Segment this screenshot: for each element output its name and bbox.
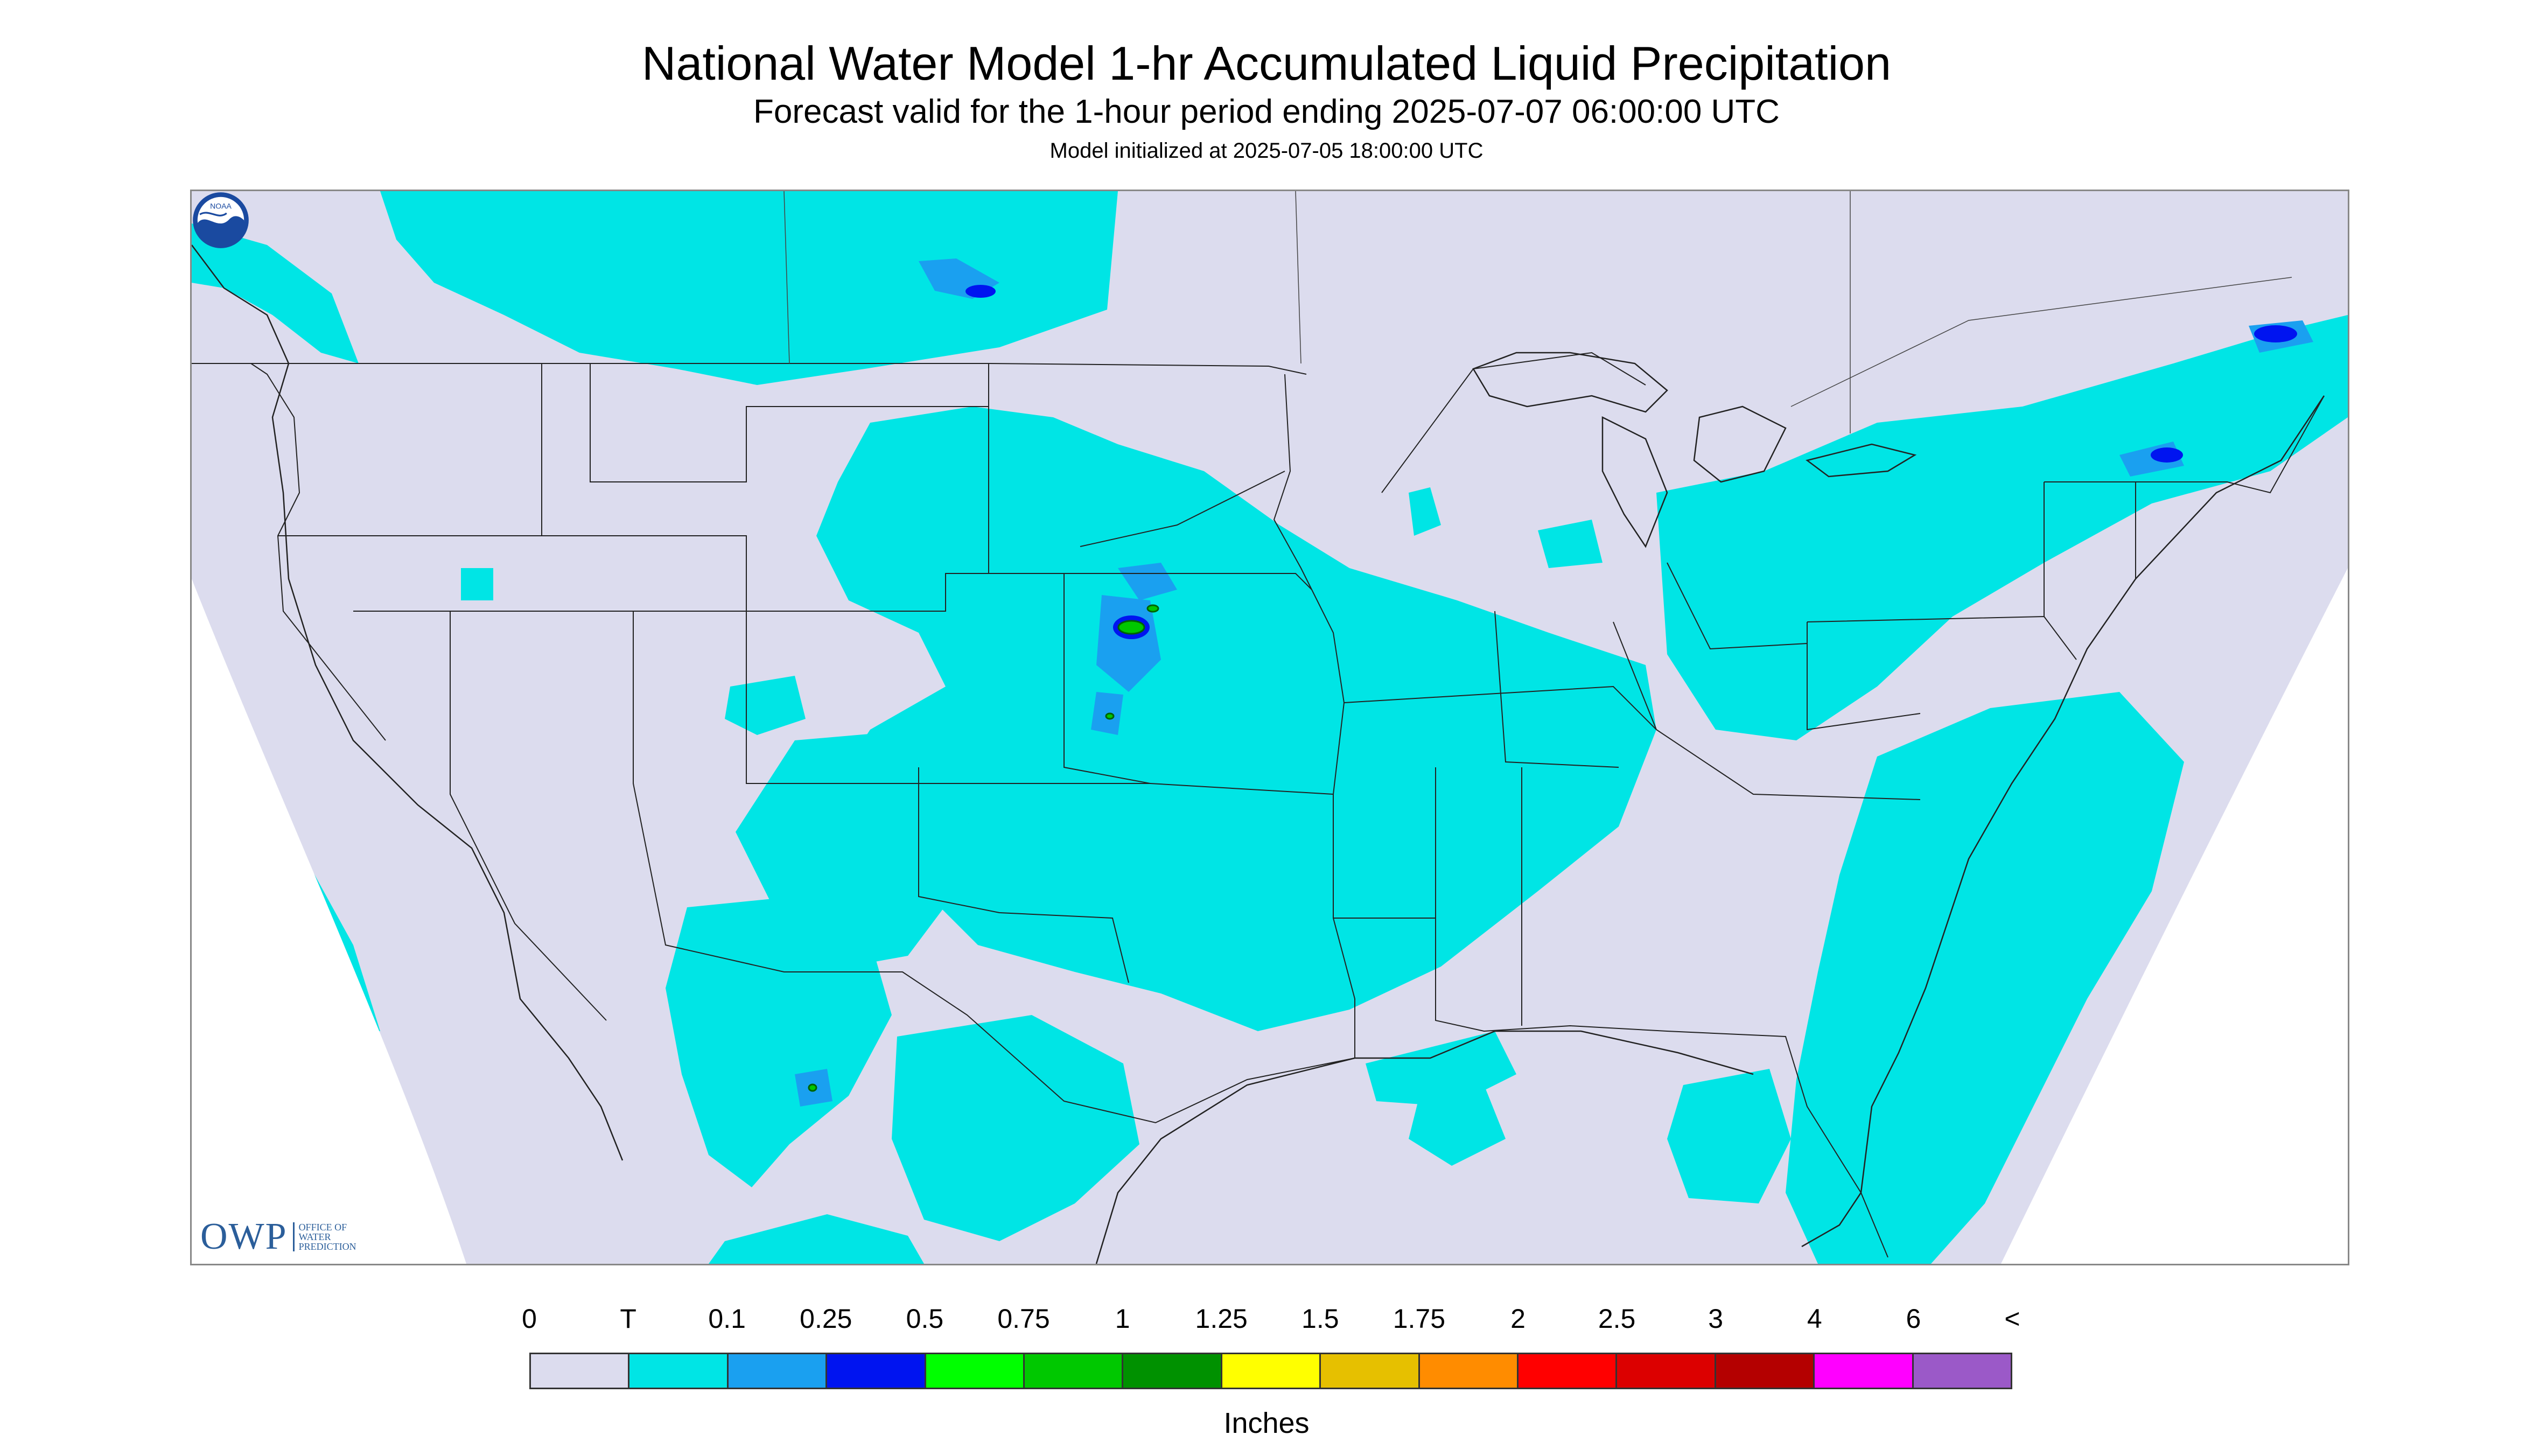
legend-swatch [1025,1354,1124,1388]
legend-tick-label: 2 [1510,1304,1526,1334]
legend-tick-label: 1 [1115,1304,1130,1334]
precipitation-map: OWP OFFICE OF WATER PREDICTION NOAA [190,190,2349,1265]
legend-tick-label: 0.25 [800,1304,852,1334]
map-title: National Water Model 1-hr Accumulated Li… [641,37,1892,90]
legend-labels: 0 T 0.1 0.25 0.5 0.75 1 1.25 1.5 1.75 2 2.5 3 4 6 < [0,1303,2533,1341]
forecast-valid-subtitle: Forecast valid for the 1-hour period end… [753,93,1780,130]
legend-swatch [1321,1354,1420,1388]
legend-swatch [1617,1354,1716,1388]
legend-tick-label: 4 [1807,1304,1822,1334]
coastlines [192,244,2325,1264]
owp-logo-abbr: OWP [200,1216,288,1257]
legend-tick-label: 0.75 [997,1304,1050,1334]
owp-logo-text: OFFICE OF WATER PREDICTION [292,1222,380,1251]
noaa-logo-text: NOAA [210,201,232,210]
legend-swatch [531,1354,630,1388]
legend-swatch [1913,1354,2011,1388]
legend-swatch [827,1354,926,1388]
noaa-logo: NOAA [193,192,249,248]
legend-tick-label: 3 [1708,1304,1724,1334]
legend-tick-label: 0.1 [708,1304,746,1334]
legend-swatch [1419,1354,1519,1388]
legend-tick-label: < [2004,1304,2020,1334]
province-boundaries [783,191,2292,433]
map-canvas [192,191,2348,1264]
legend-tick-label: 0 [522,1304,537,1334]
legend-swatch [1222,1354,1321,1388]
legend-swatch [1815,1354,1914,1388]
legend-swatch [1123,1354,1222,1388]
state-boundaries [192,352,2325,1258]
legend-tick-label: 1.5 [1302,1304,1339,1334]
legend-colorbar [529,1353,2012,1389]
legend-swatch [728,1354,828,1388]
legend-units: Inches [1223,1407,1310,1439]
legend-tick-label: T [620,1304,636,1334]
lake-precip [1409,487,1441,536]
legend-tick-label: 1.25 [1195,1304,1248,1334]
owp-logo: OWP OFFICE OF WATER PREDICTION [200,1215,380,1258]
legend-tick-label: 0.5 [906,1304,944,1334]
legend-swatch [629,1354,729,1388]
legend-tick-label: 6 [1906,1304,1921,1334]
legend-swatch [1716,1354,1815,1388]
heavy-precip-areas [808,604,1159,1092]
model-init-subtitle: Model initialized at 2025-07-05 18:00:00… [1049,139,1484,163]
legend-swatch [926,1354,1025,1388]
legend-tick-label: 1.75 [1393,1304,1446,1334]
legend-tick-label: 2.5 [1598,1304,1636,1334]
legend-swatch [1519,1354,1618,1388]
